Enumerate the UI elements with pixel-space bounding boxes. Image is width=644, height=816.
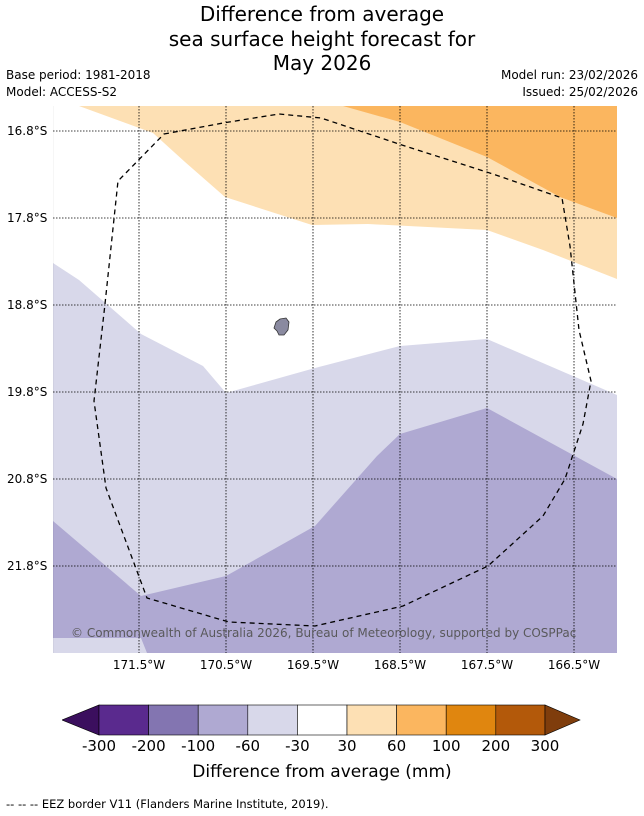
meta-left: Base period: 1981-2018 Model: ACCESS-S2 — [6, 67, 151, 101]
anomaly-band-60-100 — [343, 106, 617, 218]
colorbar-extend-low — [62, 704, 100, 736]
lat-label: 16.8°S — [7, 124, 48, 138]
colorbar-tick: 200 — [481, 737, 511, 755]
colorbar — [62, 704, 581, 736]
lon-label: 169.5°W — [286, 658, 340, 672]
colorbar-tick: 100 — [431, 737, 461, 755]
chart-title: Difference from average sea surface heig… — [0, 2, 644, 76]
title-line-1: Difference from average — [199, 2, 445, 26]
colorbar-tick: -100 — [181, 737, 216, 755]
colorbar-swatch — [495, 704, 546, 736]
colorbar-tick: 300 — [530, 737, 560, 755]
lat-label: 19.8°S — [7, 385, 48, 399]
anomaly-band-neg60-neg100 — [53, 408, 617, 653]
copyright-notice: © Commonwealth of Australia 2026, Bureau… — [71, 626, 577, 640]
colorbar-swatch — [247, 704, 298, 736]
sea-level-map — [53, 106, 617, 653]
model-name: Model: ACCESS-S2 — [6, 85, 118, 99]
meta-right: Model run: 23/02/2026 Issued: 25/02/2026 — [501, 67, 638, 101]
lon-label: 168.5°W — [373, 658, 427, 672]
colorbar-tick: -200 — [131, 737, 166, 755]
colorbar-swatch — [98, 704, 149, 736]
island-landmass — [273, 317, 290, 336]
lon-label: 166.5°W — [547, 658, 601, 672]
lat-label: 20.8°S — [7, 472, 48, 486]
colorbar-swatch — [148, 704, 199, 736]
colorbar-swatch — [197, 704, 249, 736]
colorbar-swatch — [346, 704, 397, 736]
title-line-2: sea surface height forecast for — [168, 26, 476, 51]
colorbar-tick: 60 — [387, 737, 407, 755]
colorbar-swatch — [445, 704, 497, 736]
base-period: Base period: 1981-2018 — [6, 68, 151, 82]
lon-label: 170.5°W — [199, 658, 253, 672]
issued-date: Issued: 25/02/2026 — [522, 85, 638, 99]
colorbar-swatch — [297, 704, 348, 736]
colorbar-tick: -60 — [235, 737, 261, 755]
model-run: Model run: 23/02/2026 — [500, 68, 638, 82]
eez-border — [93, 113, 592, 627]
lon-label: 171.5°W — [112, 658, 166, 672]
colorbar-extend-high — [544, 704, 581, 736]
colorbar-swatch — [396, 704, 447, 736]
eez-legend-note: -- -- -- EEZ border V11 (Flanders Marine… — [6, 797, 329, 811]
lat-label: 21.8°S — [7, 559, 48, 573]
graticule — [53, 106, 617, 653]
lon-label: 167.5°W — [460, 658, 514, 672]
colorbar-label: Difference from average (mm) — [192, 762, 452, 782]
colorbar-tick: -30 — [285, 737, 310, 755]
colorbar-tick: -300 — [81, 737, 117, 755]
lat-label: 17.8°S — [7, 211, 48, 225]
lat-label: 18.8°S — [7, 298, 48, 312]
colorbar-tick: 30 — [337, 737, 357, 755]
title-line-3: May 2026 — [272, 51, 372, 75]
